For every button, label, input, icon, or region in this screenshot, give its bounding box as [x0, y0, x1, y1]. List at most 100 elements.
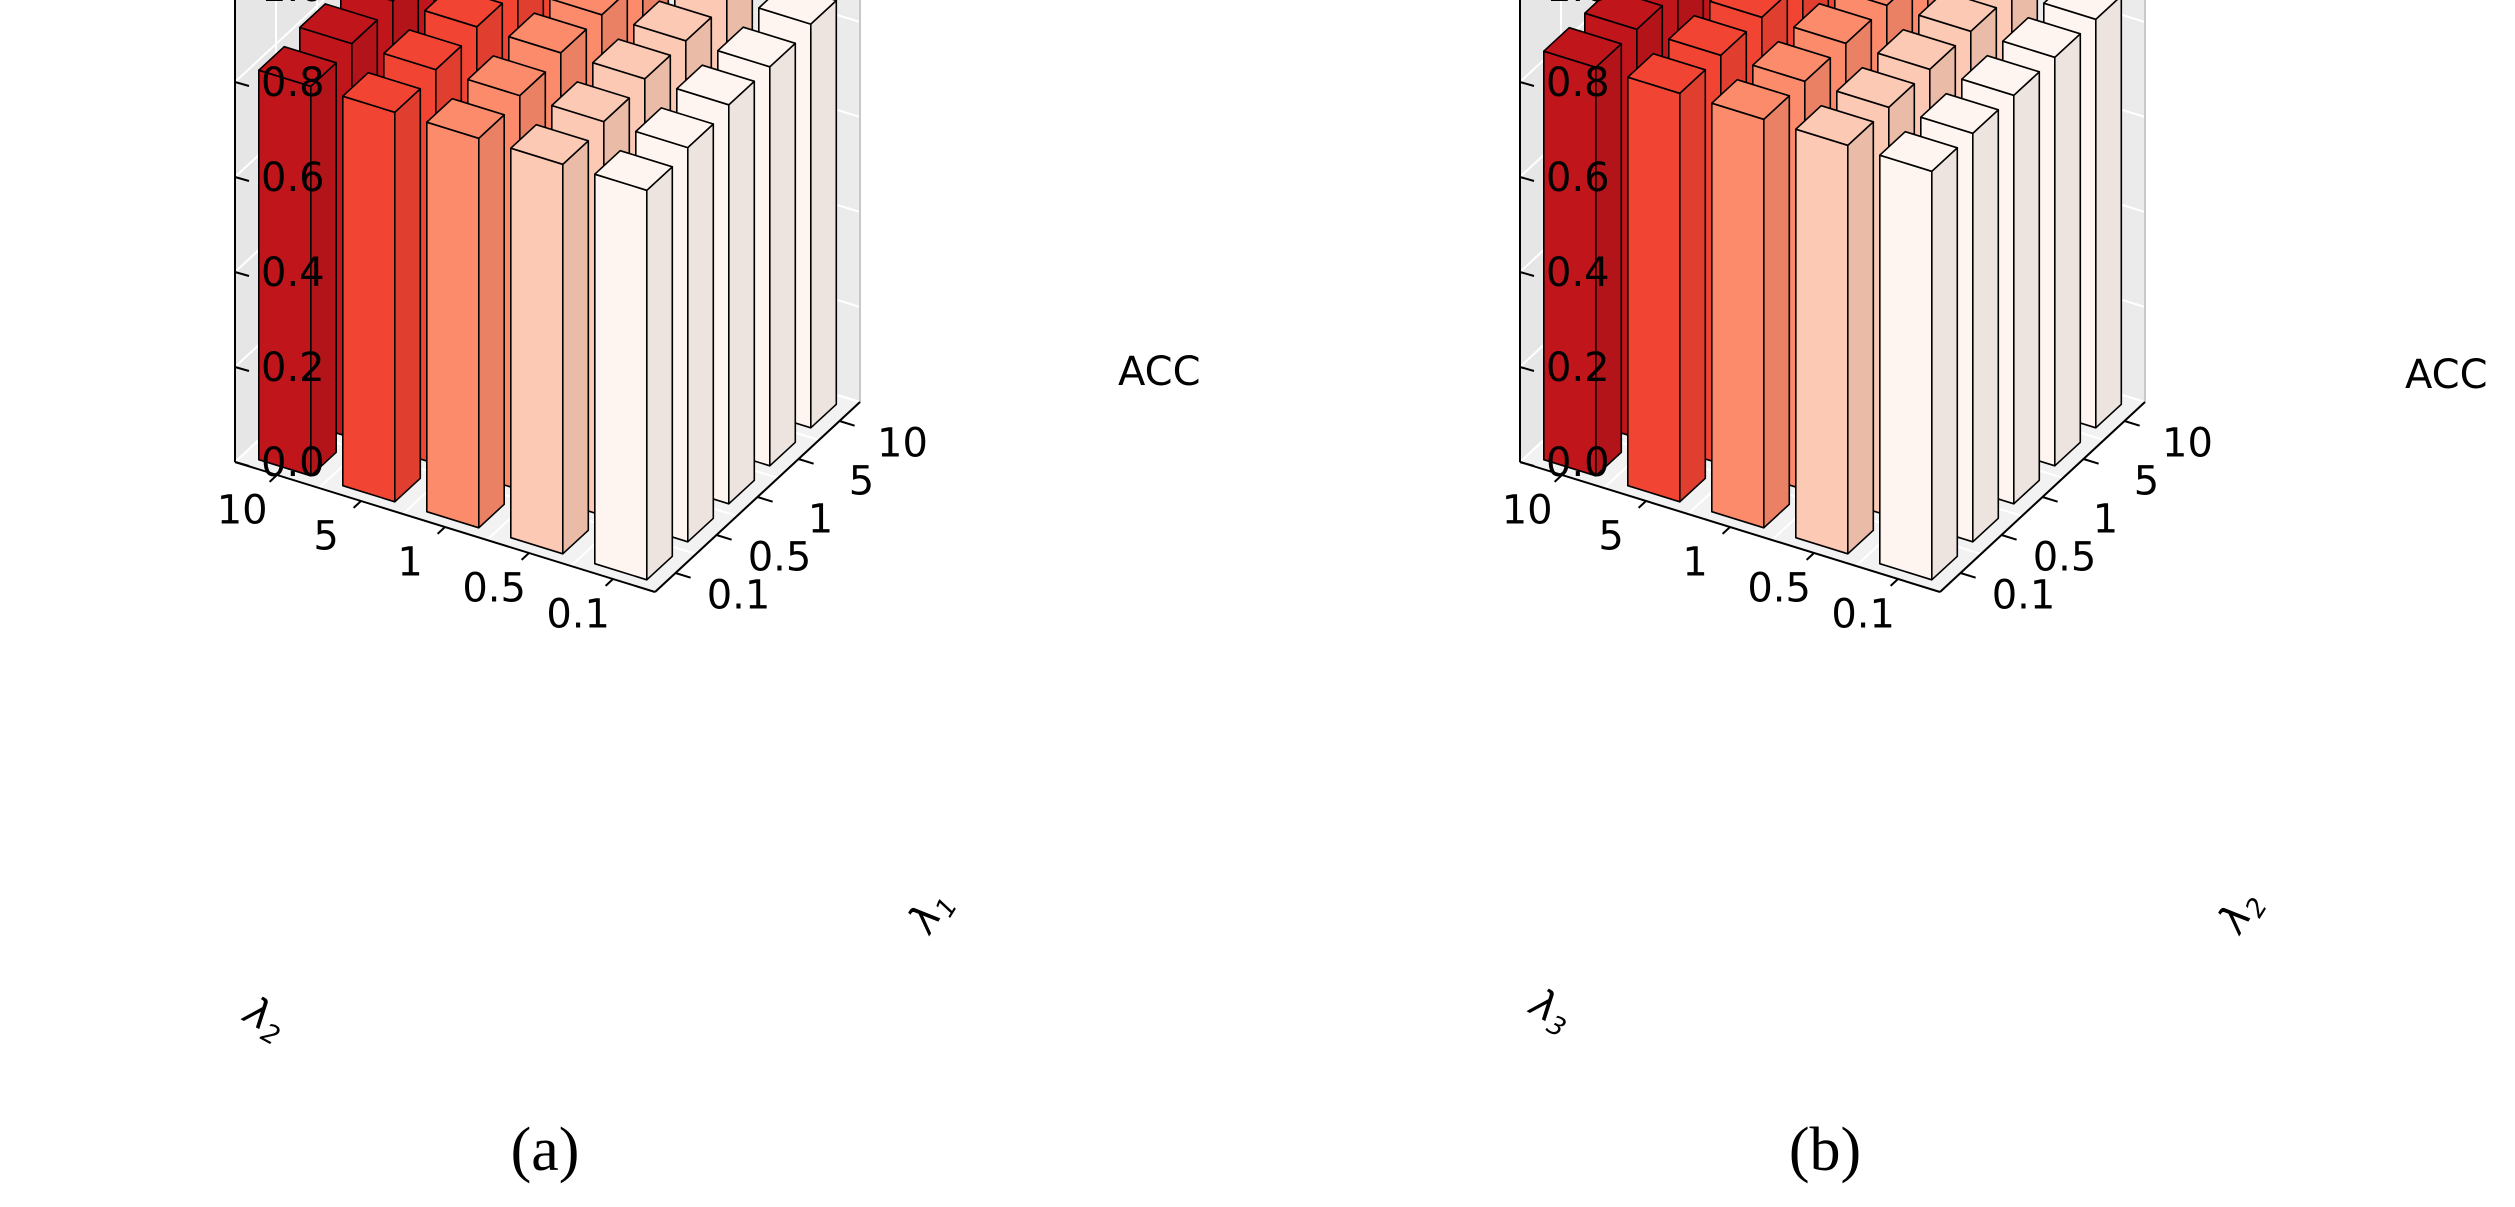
bar-side-face: [686, 123, 715, 543]
bar-top-face: [1711, 78, 1791, 121]
y-tick-label: 5: [2134, 459, 2159, 505]
bar-top-face: [2043, 0, 2118, 21]
bar-side-face: [2054, 32, 2082, 467]
bar-front-face: [1795, 128, 1849, 555]
z-tick-label: 0.2: [1546, 345, 1610, 391]
z-tick-label: 0.0: [1546, 440, 1610, 486]
z-tick-mark: [234, 81, 250, 87]
x-tick-label: 5: [313, 513, 338, 559]
bar-front-face: [425, 121, 480, 529]
bar-top-face: [1877, 28, 1957, 71]
x-tick-label: 0.1: [1831, 591, 1895, 637]
x-tick-label: 0.1: [546, 591, 610, 637]
bar-top-face: [298, 3, 379, 45]
bar-top-face: [425, 97, 506, 140]
x-tick-label: 5: [1598, 513, 1623, 559]
bar-1-0.1: [1711, 78, 1791, 529]
chart-a-x-axis-title: λ2: [233, 987, 294, 1052]
chart-b-x-axis-title: λ3: [1519, 979, 1580, 1044]
z-tick-label: 0.4: [1546, 250, 1610, 296]
z-tick-mark: [234, 366, 250, 372]
bar-side-face: [645, 166, 674, 581]
bar-top-face: [1795, 104, 1875, 147]
x-tick-label: 1: [397, 539, 422, 585]
z-tick-mark: [1519, 271, 1535, 277]
bar-front-face: [1711, 102, 1765, 529]
bar-5-0.1: [341, 71, 422, 503]
x-tick-mark: [1637, 500, 1647, 509]
bar-side-face: [768, 42, 797, 467]
bar-top-face: [1584, 0, 1664, 31]
bar-1-0.1: [425, 97, 506, 529]
y-tick-label: 0.5: [2033, 535, 2097, 581]
z-tick-mark: [234, 176, 250, 182]
bar-top-face: [509, 123, 590, 166]
bar-top-face: [1709, 0, 1782, 19]
chart-a-z-axis-title: ACC: [1118, 349, 1201, 395]
y-tick-mark: [1960, 572, 1976, 579]
y-tick-label: 5: [849, 459, 874, 505]
bar-side-face: [1763, 95, 1791, 529]
bar-top-face: [1793, 2, 1873, 45]
x-tick-mark: [436, 526, 446, 535]
bar-top-face: [382, 29, 463, 71]
bar-top-face: [1920, 92, 2000, 135]
bar-top-face: [2002, 16, 2082, 59]
x-tick-mark: [1889, 578, 1899, 587]
y-tick-mark: [757, 496, 773, 503]
bar-5-0.1: [1627, 52, 1707, 503]
bar-side-face: [561, 140, 590, 555]
bar-top-face: [634, 107, 715, 149]
bar-top-face: [1879, 130, 1959, 173]
bar-top-face: [632, 0, 713, 42]
bar-top-face: [1627, 52, 1707, 95]
bar-top-face: [507, 12, 588, 54]
chart-b-caption: (b): [1789, 1116, 1861, 1184]
z-tick-label: 0.6: [1546, 155, 1610, 201]
x-tick-label: 0.5: [462, 565, 526, 611]
x-tick-label: 10: [217, 487, 268, 533]
y-tick-label: 0.5: [748, 535, 812, 581]
bar-front-face: [593, 173, 648, 581]
bar-0.5-0.1: [1795, 104, 1875, 555]
y-tick-label: 10: [877, 421, 928, 467]
y-tick-mark: [675, 572, 691, 579]
chart-a-bars: [257, 0, 838, 581]
z-tick-label: 0.0: [261, 440, 325, 486]
z-tick-mark: [1519, 366, 1535, 372]
x-tick-mark: [352, 500, 362, 509]
y-tick-label: 10: [2162, 421, 2213, 467]
x-tick-mark: [1553, 474, 1563, 483]
bar-top-face: [1836, 66, 1916, 109]
chart-b-z-axis-title: ACC: [2405, 352, 2488, 398]
grid-line: [234, 0, 325, 83]
bar-top-face: [1668, 14, 1748, 57]
x-tick-mark: [604, 578, 614, 587]
bar-top-face: [1961, 54, 2041, 97]
bar-top-face: [1543, 26, 1623, 69]
x-tick-mark: [268, 474, 278, 483]
bar-top-face: [551, 0, 620, 16]
bar-top-face: [257, 45, 338, 88]
z-tick-label: 1.0: [261, 0, 325, 11]
bar-top-face: [757, 0, 838, 25]
y-tick-label: 1: [2093, 497, 2118, 543]
bar-side-face: [809, 0, 838, 429]
bar-side-face: [2013, 71, 2041, 505]
y-tick-label: 1: [808, 497, 833, 543]
x-tick-mark: [1805, 552, 1815, 561]
bar-side-face: [1847, 121, 1875, 555]
bar-side-face: [2095, 0, 2123, 429]
bar-top-face: [1752, 40, 1832, 83]
bar-top-face: [1918, 0, 1998, 33]
y-tick-label: 0.1: [1992, 573, 2056, 619]
bar-side-face: [727, 80, 756, 505]
x-tick-label: 1: [1682, 539, 1707, 585]
y-tick-mark: [798, 458, 814, 465]
bar-top-face: [716, 26, 797, 68]
